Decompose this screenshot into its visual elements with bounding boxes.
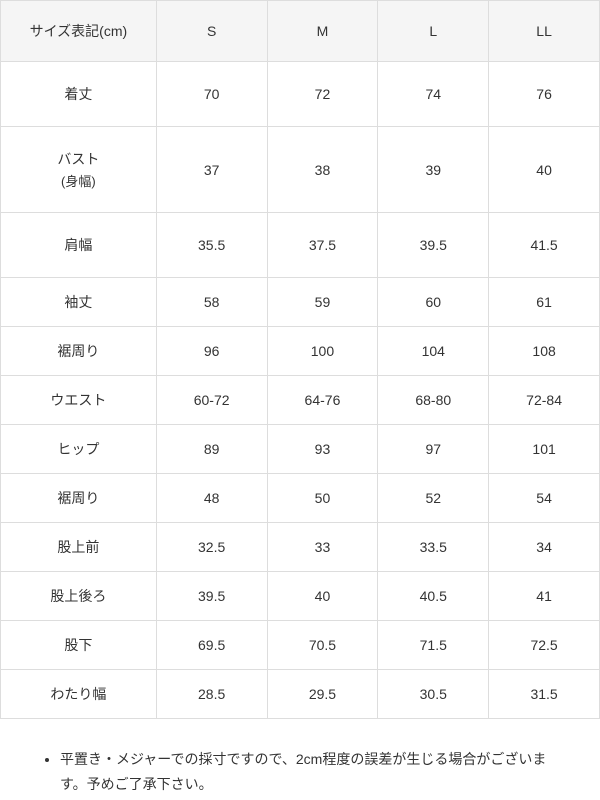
cell-value: 33: [267, 523, 378, 572]
cell-value: 64-76: [267, 376, 378, 425]
cell-value: 58: [156, 278, 267, 327]
cell-value: 33.5: [378, 523, 489, 572]
cell-value: 60: [378, 278, 489, 327]
cell-value: 32.5: [156, 523, 267, 572]
cell-value: 100: [267, 327, 378, 376]
table-row: わたり幅28.529.530.531.5: [1, 670, 600, 719]
row-label: バスト(身幅): [1, 127, 157, 213]
table-row: ウエスト60-7264-7668-8072-84: [1, 376, 600, 425]
cell-value: 97: [378, 425, 489, 474]
cell-value: 74: [378, 62, 489, 127]
cell-value: 72: [267, 62, 378, 127]
cell-value: 40: [489, 127, 600, 213]
header-size-m: M: [267, 1, 378, 62]
size-table-body: 着丈70727476バスト(身幅)37383940肩幅35.537.539.54…: [1, 62, 600, 719]
cell-value: 50: [267, 474, 378, 523]
cell-value: 31.5: [489, 670, 600, 719]
table-row: バスト(身幅)37383940: [1, 127, 600, 213]
cell-value: 29.5: [267, 670, 378, 719]
cell-value: 72-84: [489, 376, 600, 425]
cell-value: 69.5: [156, 621, 267, 670]
cell-value: 96: [156, 327, 267, 376]
cell-value: 37: [156, 127, 267, 213]
cell-value: 89: [156, 425, 267, 474]
cell-value: 104: [378, 327, 489, 376]
table-row: 裾周り96100104108: [1, 327, 600, 376]
cell-value: 39.5: [156, 572, 267, 621]
cell-value: 40: [267, 572, 378, 621]
cell-value: 34: [489, 523, 600, 572]
row-label: 裾周り: [1, 474, 157, 523]
cell-value: 52: [378, 474, 489, 523]
size-chart-container: サイズ表記(cm) S M L LL 着丈70727476バスト(身幅)3738…: [0, 0, 600, 797]
cell-value: 70.5: [267, 621, 378, 670]
table-row: 股上前32.53333.534: [1, 523, 600, 572]
cell-value: 61: [489, 278, 600, 327]
header-size-s: S: [156, 1, 267, 62]
header-size-ll: LL: [489, 1, 600, 62]
row-label: 袖丈: [1, 278, 157, 327]
cell-value: 76: [489, 62, 600, 127]
row-label: ウエスト: [1, 376, 157, 425]
table-row: ヒップ899397101: [1, 425, 600, 474]
table-row: 着丈70727476: [1, 62, 600, 127]
cell-value: 28.5: [156, 670, 267, 719]
note-item: 平置き・メジャーでの採寸ですので、2cm程度の誤差が生じる場合がございます。予め…: [60, 747, 558, 797]
cell-value: 101: [489, 425, 600, 474]
row-label: 裾周り: [1, 327, 157, 376]
row-label: 股上後ろ: [1, 572, 157, 621]
table-row: 袖丈58596061: [1, 278, 600, 327]
cell-value: 68-80: [378, 376, 489, 425]
size-table: サイズ表記(cm) S M L LL 着丈70727476バスト(身幅)3738…: [0, 0, 600, 719]
row-label: わたり幅: [1, 670, 157, 719]
table-row: 股上後ろ39.54040.541: [1, 572, 600, 621]
header-size-l: L: [378, 1, 489, 62]
cell-value: 41: [489, 572, 600, 621]
cell-value: 70: [156, 62, 267, 127]
cell-value: 59: [267, 278, 378, 327]
cell-value: 38: [267, 127, 378, 213]
row-label: ヒップ: [1, 425, 157, 474]
cell-value: 71.5: [378, 621, 489, 670]
row-label: 股下: [1, 621, 157, 670]
table-row: 股下69.570.571.572.5: [1, 621, 600, 670]
cell-value: 72.5: [489, 621, 600, 670]
cell-value: 60-72: [156, 376, 267, 425]
cell-value: 37.5: [267, 213, 378, 278]
cell-value: 48: [156, 474, 267, 523]
cell-value: 41.5: [489, 213, 600, 278]
size-table-head: サイズ表記(cm) S M L LL: [1, 1, 600, 62]
header-label-cell: サイズ表記(cm): [1, 1, 157, 62]
cell-value: 108: [489, 327, 600, 376]
cell-value: 54: [489, 474, 600, 523]
cell-value: 39: [378, 127, 489, 213]
table-row: 裾周り48505254: [1, 474, 600, 523]
row-label: 股上前: [1, 523, 157, 572]
cell-value: 39.5: [378, 213, 489, 278]
cell-value: 30.5: [378, 670, 489, 719]
table-row: 肩幅35.537.539.541.5: [1, 213, 600, 278]
cell-value: 93: [267, 425, 378, 474]
cell-value: 35.5: [156, 213, 267, 278]
row-label: 肩幅: [1, 213, 157, 278]
cell-value: 40.5: [378, 572, 489, 621]
notes-section: 平置き・メジャーでの採寸ですので、2cm程度の誤差が生じる場合がございます。予め…: [0, 719, 600, 797]
row-label: 着丈: [1, 62, 157, 127]
notes-list: 平置き・メジャーでの採寸ですので、2cm程度の誤差が生じる場合がございます。予め…: [42, 747, 558, 797]
